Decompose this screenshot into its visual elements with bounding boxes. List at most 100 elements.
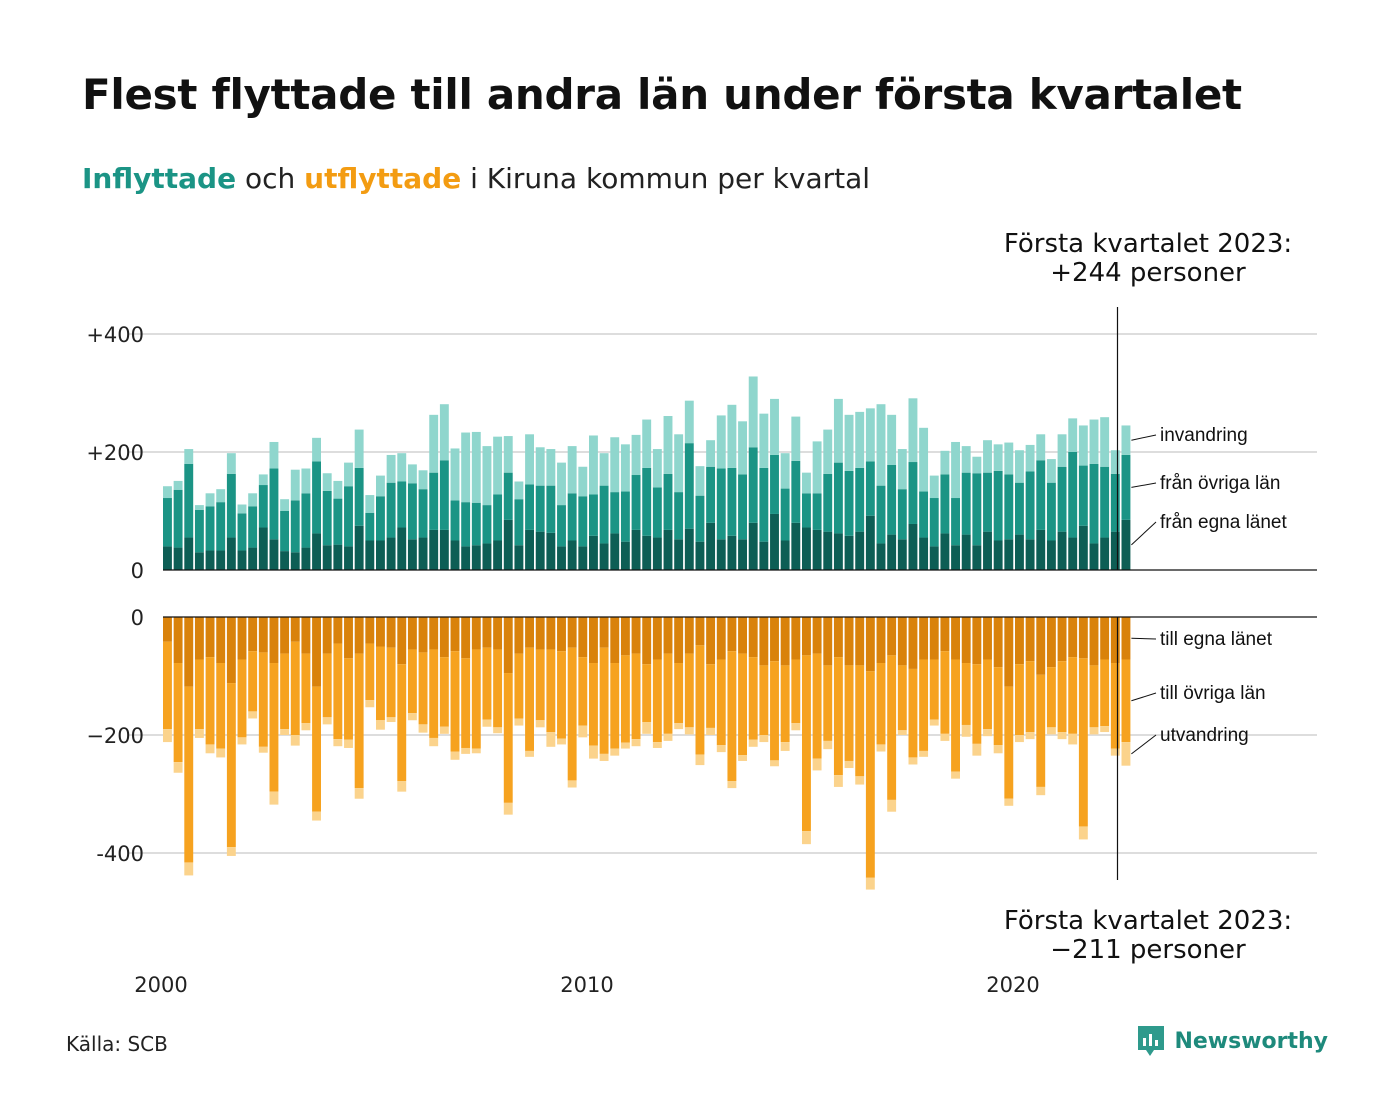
outflow-bar-to-county: [173, 617, 183, 664]
brand-logo[interactable]: Newsworthy: [1136, 1024, 1328, 1058]
outflow-bar-to-county: [226, 617, 236, 684]
inflow-bar-immigration: [1089, 419, 1099, 464]
outflow-bar-to-other-counties: [237, 659, 247, 738]
inflow-bar-from-county: [1004, 539, 1014, 570]
inflow-bar-immigration: [407, 464, 417, 484]
outflow-bar-to-county: [1068, 617, 1078, 658]
inflow-bar-immigration: [450, 448, 460, 501]
outflow-bar-to-county: [748, 617, 758, 658]
outflow-bar-to-other-counties: [706, 664, 716, 728]
outflow-bar-emigration: [833, 775, 843, 787]
inflow-bar-from-county: [163, 546, 172, 570]
outflow-bar-to-other-counties: [216, 663, 226, 749]
outflow-bar-emigration: [951, 771, 960, 779]
outflow-bar-emigration: [280, 729, 290, 735]
inflow-bar-immigration: [823, 429, 833, 474]
outflow-bar-to-county: [354, 617, 364, 654]
inflow-bar-from-county: [471, 545, 481, 570]
inflow-bar-from-other-counties: [759, 467, 769, 542]
outflow-bar-to-other-counties: [184, 686, 194, 863]
inflow-bar-from-other-counties: [280, 511, 290, 552]
inflow-bar-from-other-counties: [194, 509, 204, 553]
outflow-bar-to-county: [1110, 617, 1120, 664]
inflow-bar-from-other-counties: [322, 490, 332, 546]
inflow-bar-immigration: [1078, 425, 1088, 466]
outflow-bar-to-other-counties: [205, 657, 215, 745]
outflow-bar-to-county: [972, 617, 982, 665]
outflow-bar-to-county: [333, 617, 343, 644]
inflow-bar-immigration: [684, 400, 694, 444]
segment-label: från övriga län: [1160, 473, 1280, 494]
outflow-bar-to-county: [1100, 617, 1110, 660]
outflow-bar-to-other-counties: [876, 663, 886, 745]
inflow-bar-from-county: [823, 531, 833, 570]
inflow-bar-from-county: [802, 527, 811, 570]
outflow-bar-to-other-counties: [993, 667, 1003, 746]
inflow-bar-immigration: [269, 441, 279, 469]
outflow-bar-emigration: [386, 717, 396, 723]
outflow-bar-emigration: [226, 847, 236, 856]
outflow-bar-emigration: [269, 791, 279, 805]
outflow-bar-to-county: [1078, 617, 1088, 659]
inflow-bar-from-other-counties: [738, 474, 747, 540]
outflow-bar-to-other-counties: [312, 686, 321, 812]
outflow-bar-to-other-counties: [961, 663, 971, 725]
subtitle-connector: och: [244, 162, 296, 195]
newsworthy-logo-icon: [1138, 1026, 1165, 1056]
inflow-bar-immigration: [312, 437, 321, 462]
outflow-bar-to-county: [237, 617, 247, 660]
inflow-bar-immigration: [173, 480, 183, 490]
inflow-bar-from-county: [429, 529, 439, 570]
annotation-bottom-line2: −211 personer: [1050, 935, 1246, 965]
inflow-bar-immigration: [674, 434, 684, 493]
inflow-bar-from-county: [738, 539, 747, 570]
inflow-bar-from-county: [663, 529, 673, 570]
outflow-bar-emigration: [1046, 727, 1056, 735]
segment-label: invandring: [1160, 425, 1248, 446]
outflow-bar-emigration: [290, 735, 300, 746]
inflow-bar-immigration: [833, 398, 843, 463]
outflow-bar-to-county: [908, 617, 918, 669]
page-title: Flest flyttade till andra län under förs…: [82, 70, 1242, 119]
outflow-bar-to-county: [418, 617, 428, 653]
inflow-bar-from-other-counties: [301, 493, 311, 548]
outflow-bar-to-county: [514, 617, 524, 654]
inflow-bar-immigration: [972, 456, 982, 474]
inflow-bar-from-other-counties: [993, 470, 1003, 541]
outflow-bar-to-county: [833, 617, 843, 658]
inflow-bar-from-other-counties: [663, 473, 673, 530]
inflow-bar-immigration: [1036, 434, 1046, 461]
inflow-bar-from-county: [844, 535, 854, 570]
inflow-bar-immigration: [1100, 417, 1110, 467]
outflow-bar-emigration: [791, 723, 801, 731]
inflow-bar-from-county: [418, 537, 428, 570]
outflow-bar-to-county: [865, 617, 875, 672]
inflow-bar-from-county: [833, 533, 843, 570]
inflow-bar-immigration: [780, 453, 790, 489]
outflow-bar-emigration: [258, 746, 268, 753]
outflow-bar-to-county: [823, 617, 833, 666]
outflow-bar-to-county: [1057, 617, 1067, 662]
inflow-bar-from-county: [780, 540, 790, 570]
outflow-bar-emigration: [322, 717, 332, 725]
inflow-bar-from-county: [865, 515, 875, 570]
inflow-bar-from-other-counties: [706, 466, 716, 523]
outflow-bar-emigration: [620, 742, 630, 749]
outflow-bar-to-county: [706, 617, 716, 665]
y-tick-label: 0: [131, 559, 144, 583]
inflow-bar-immigration: [897, 449, 907, 490]
inflow-bar-from-county: [461, 546, 471, 570]
outflow-bar-to-other-counties: [663, 653, 673, 734]
inflow-bar-from-county: [727, 535, 737, 570]
inflow-bar-from-county: [248, 547, 258, 570]
segment-label: från egna länet: [1160, 512, 1287, 533]
outflow-bar-to-county: [194, 617, 204, 660]
inflow-bar-immigration: [578, 466, 588, 497]
outflow-bar-to-other-counties: [802, 655, 811, 832]
inflow-bar-immigration: [631, 434, 641, 476]
outflow-bar-emigration: [418, 724, 428, 733]
outflow-bar-emigration: [1089, 727, 1099, 735]
outflow-bar-emigration: [961, 724, 971, 737]
outflow-bar-to-other-counties: [951, 659, 960, 772]
inflow-bar-from-other-counties: [652, 487, 662, 538]
